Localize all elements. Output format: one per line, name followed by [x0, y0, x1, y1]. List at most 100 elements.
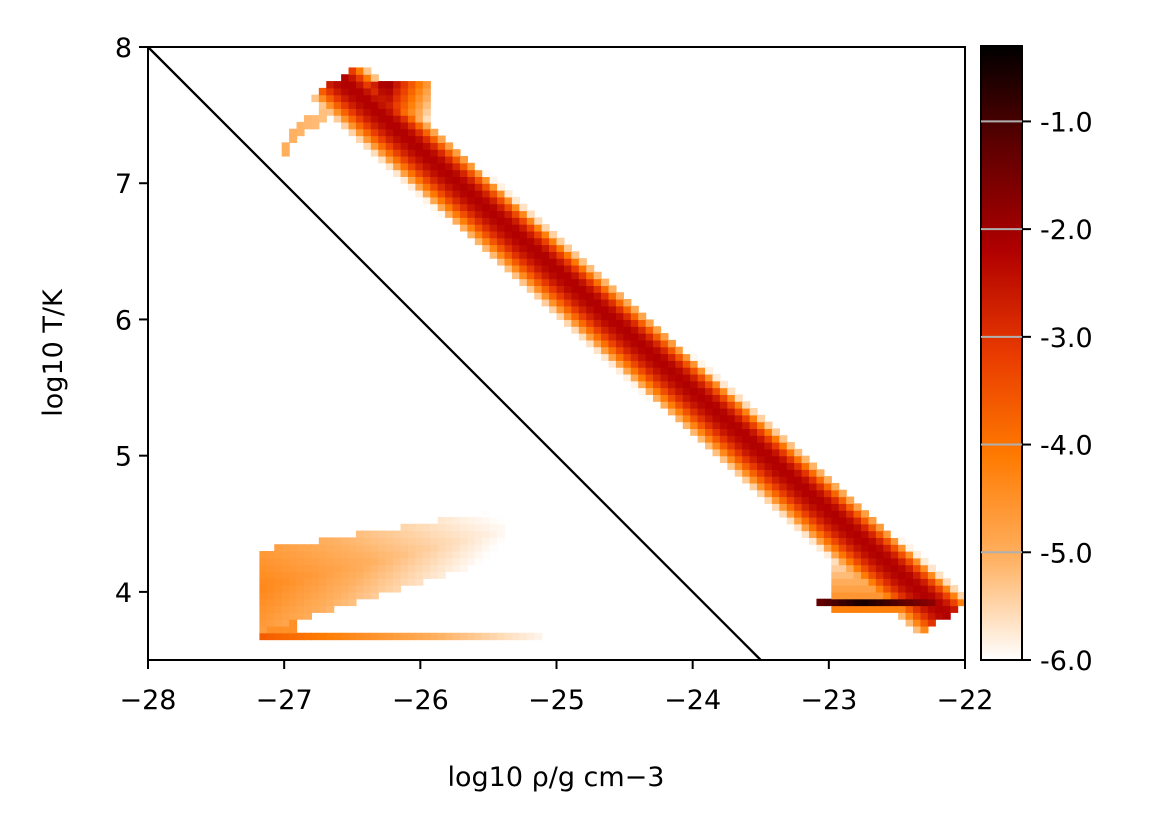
heatmap-cell — [296, 612, 305, 620]
heatmap-cell — [378, 108, 387, 116]
heatmap-cell — [846, 557, 855, 566]
heatmap-cell — [452, 516, 461, 525]
y-axis-label-text: log10 T/K — [38, 288, 69, 417]
heatmap-cell — [400, 544, 409, 552]
heatmap-cell — [474, 183, 483, 191]
heatmap-cell — [697, 414, 706, 423]
colorbar-tick-label: -2.0 — [1040, 215, 1093, 246]
heatmap-cell — [667, 380, 676, 389]
heatmap-cell — [541, 292, 550, 300]
heatmap-cell — [430, 544, 439, 552]
heatmap-cell — [809, 530, 818, 538]
heatmap-cell — [734, 401, 743, 409]
heatmap-cell — [653, 373, 662, 382]
heatmap-cell — [430, 142, 439, 150]
colorbar-tick-label: -5.0 — [1040, 538, 1093, 569]
heatmap-cell — [370, 149, 379, 157]
heatmap-cell — [608, 360, 617, 368]
heatmap-cell — [497, 244, 506, 252]
heatmap-cell — [407, 578, 416, 586]
heatmap-cell — [519, 264, 528, 273]
heatmap-cell — [742, 462, 751, 470]
heatmap-cell — [601, 305, 610, 314]
heatmap-cell — [497, 183, 506, 191]
heatmap-cell — [712, 421, 721, 430]
heatmap-cell — [764, 442, 773, 450]
heatmap-cell — [303, 557, 312, 566]
heatmap-cell — [437, 523, 446, 532]
heatmap-cell — [363, 81, 372, 89]
heatmap-cell — [831, 591, 840, 600]
heatmap-cell — [623, 299, 632, 307]
heatmap-cell — [393, 108, 402, 116]
heatmap-cell — [415, 128, 424, 137]
x-tick-label: −22 — [937, 685, 994, 716]
heatmap-cell — [333, 108, 342, 116]
heatmap-cell — [838, 537, 847, 545]
y-tick-label: 8 — [115, 33, 132, 64]
heatmap-cell — [467, 632, 476, 641]
heatmap-cell — [786, 496, 795, 504]
heatmap-cell — [489, 224, 498, 232]
heatmap-cell — [697, 373, 706, 382]
heatmap-cell — [593, 319, 602, 327]
heatmap-cell — [281, 632, 290, 641]
heatmap-cell — [868, 598, 877, 607]
heatmap-cell — [556, 264, 565, 273]
heatmap-cell — [318, 108, 327, 116]
heatmap-cell — [675, 367, 684, 375]
heatmap-cell — [697, 428, 706, 436]
heatmap-cell — [407, 155, 416, 164]
heatmap-cell — [341, 94, 350, 103]
heatmap-cell — [385, 149, 394, 157]
heatmap-cell — [838, 578, 847, 586]
heatmap-cell — [608, 305, 617, 314]
heatmap-cell — [868, 564, 877, 573]
heatmap-cell — [348, 544, 357, 552]
heatmap-cell — [459, 210, 468, 218]
heatmap-cell — [422, 544, 431, 552]
heatmap-cell — [786, 448, 795, 457]
heatmap-cell — [422, 196, 431, 205]
heatmap-cell — [957, 598, 965, 607]
heatmap-cell — [281, 591, 290, 600]
heatmap-cell — [318, 115, 327, 123]
heatmap-cell — [757, 489, 766, 498]
heatmap-cell — [296, 571, 305, 579]
heatmap-cell — [318, 87, 327, 96]
heatmap-cell — [400, 557, 409, 566]
heatmap-cell — [809, 516, 818, 525]
heatmap-cell — [742, 407, 751, 416]
heatmap-cell — [890, 585, 899, 593]
heatmap-cell — [667, 394, 676, 402]
heatmap-cell — [333, 87, 342, 96]
heatmap-cell — [407, 176, 416, 184]
heatmap-cell — [355, 94, 364, 103]
heatmap-cell — [467, 217, 476, 225]
heatmap-cell — [341, 591, 350, 600]
heatmap-cell — [355, 67, 364, 75]
heatmap-cell — [333, 585, 342, 593]
heatmap-cell — [482, 244, 491, 252]
heatmap-cell — [393, 142, 402, 150]
heatmap-cell — [838, 605, 847, 613]
heatmap-cell — [615, 353, 624, 361]
heatmap-cell — [452, 196, 461, 205]
heatmap-cell — [445, 210, 454, 218]
heatmap-cell — [415, 190, 424, 198]
heatmap-cell — [415, 537, 424, 545]
heatmap-cell — [289, 571, 298, 579]
heatmap-cell — [898, 585, 907, 593]
heatmap-cell — [838, 489, 847, 498]
heatmap-cell — [370, 74, 379, 82]
heatmap-cell — [482, 551, 491, 559]
heatmap-cell — [400, 128, 409, 137]
heatmap-cell — [823, 530, 832, 538]
heatmap-cell — [913, 591, 922, 600]
heatmap-cell — [318, 591, 327, 600]
heatmap-cell — [274, 605, 283, 613]
heatmap-cell — [549, 271, 558, 280]
heatmap-cell — [890, 551, 899, 559]
heatmap-cell — [266, 564, 275, 573]
heatmap-cell — [415, 557, 424, 566]
